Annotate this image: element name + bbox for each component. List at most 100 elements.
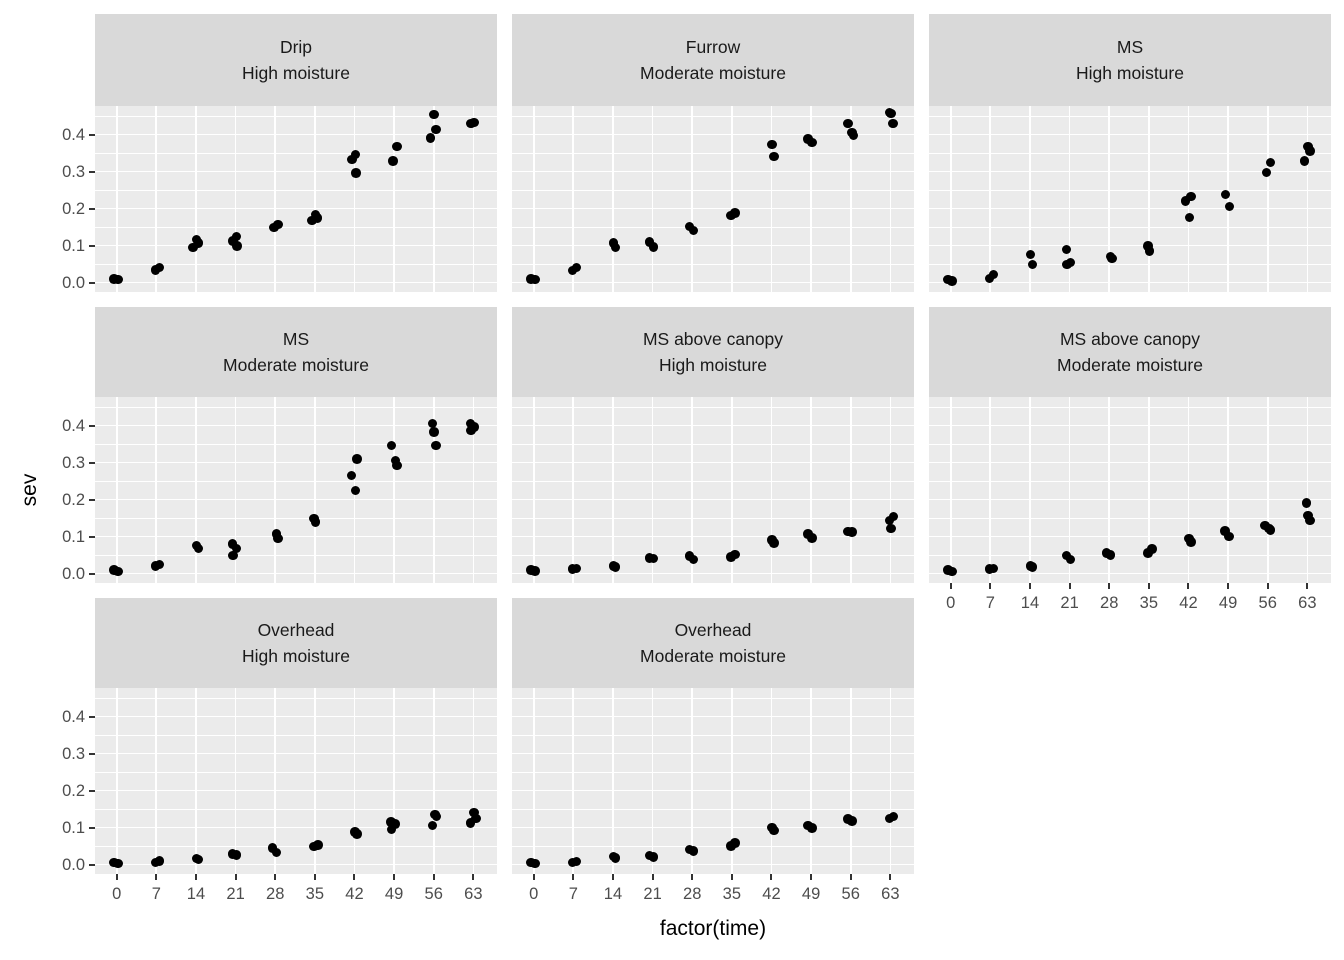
data-point (113, 274, 123, 285)
x-axis-tick-label: 63 (1298, 593, 1317, 612)
data-point (648, 852, 659, 862)
data-point (352, 454, 362, 464)
gridline-v (691, 397, 694, 583)
gridline-v (195, 106, 197, 292)
data-point (769, 825, 779, 836)
data-point (843, 118, 853, 129)
gridline-v (770, 106, 773, 292)
gridline-v (572, 106, 575, 292)
data-point (427, 418, 438, 429)
x-axis-tick (353, 873, 356, 880)
gridline-h (95, 152, 497, 154)
y-axis-tick (88, 715, 95, 718)
gridline-v (1306, 397, 1309, 583)
x-axis-tick-label: 35 (305, 884, 325, 903)
y-axis-tick (88, 170, 95, 173)
gridline-v (472, 688, 475, 874)
data-point (1061, 244, 1072, 255)
x-axis-tick-label: 56 (424, 884, 443, 903)
gridline-h (929, 281, 1331, 284)
facet-strip: MS Moderate moisture (95, 307, 497, 397)
data-point (726, 552, 736, 562)
data-point (1027, 562, 1038, 572)
x-axis-tick-label: 28 (266, 884, 285, 903)
gridline-v (115, 688, 118, 874)
gridline-v (1068, 106, 1071, 292)
gridline-v (432, 106, 435, 292)
facet-panel (512, 106, 914, 292)
data-point (309, 841, 319, 852)
gridline-h (95, 535, 497, 538)
data-point (1265, 157, 1276, 168)
gridline-v (532, 106, 535, 292)
y-axis-tick (88, 826, 95, 829)
gridline-h (512, 226, 914, 228)
data-point (1143, 548, 1153, 558)
gridline-v (432, 397, 435, 583)
data-point (390, 455, 401, 466)
data-point (1062, 259, 1072, 270)
y-axis-tick-label: 0.4 (62, 707, 85, 726)
gridline-h (512, 808, 914, 810)
gridline-v (472, 106, 475, 292)
gridline-h (95, 752, 497, 755)
gridline-v (612, 397, 614, 583)
data-point (193, 854, 204, 865)
y-axis-tick (88, 863, 95, 866)
gridline-v (731, 397, 733, 583)
y-axis-tick (88, 498, 95, 501)
x-axis-tick-label: 56 (841, 884, 860, 903)
data-point (847, 816, 857, 826)
gridline-h (929, 498, 1331, 501)
data-point (1105, 550, 1116, 560)
gridline-h (512, 281, 914, 284)
x-axis-tick-label: 0 (946, 593, 956, 612)
gridline-v (949, 397, 952, 583)
data-point (767, 139, 777, 150)
data-point (807, 823, 817, 833)
gridline-h (512, 734, 914, 736)
gridline-h (95, 263, 497, 265)
gridline-h (95, 863, 497, 866)
data-point (231, 850, 242, 860)
gridline-v (1227, 397, 1229, 583)
x-axis-tick (432, 873, 435, 880)
data-point (1261, 167, 1272, 178)
gridline-v (532, 688, 535, 874)
gridline-v (393, 397, 395, 583)
gridline-v (889, 106, 892, 292)
gridline-h (512, 845, 914, 847)
gridline-v (731, 106, 733, 292)
facet-strip: MS High moisture (929, 14, 1331, 106)
gridline-v (234, 688, 237, 874)
gridline-h (95, 572, 497, 575)
data-point (947, 276, 957, 286)
gridline-v (195, 688, 197, 874)
data-point (231, 543, 242, 554)
x-axis-tick-label: 0 (529, 884, 539, 903)
gridline-v (612, 106, 614, 292)
gridline-v (810, 106, 812, 292)
data-point (1301, 498, 1312, 508)
y-axis-tick (88, 789, 95, 792)
gridline-v (989, 397, 992, 583)
gridline-v (889, 397, 892, 583)
gridline-h (95, 226, 497, 228)
gridline-h (929, 170, 1331, 173)
facet-strip: Overhead Moderate moisture (512, 598, 914, 688)
y-axis-tick (88, 535, 95, 538)
data-point (884, 515, 895, 526)
gridline-h (95, 170, 497, 173)
x-axis-tick (651, 873, 654, 880)
gridline-h (95, 207, 497, 210)
x-axis-tick (770, 873, 773, 880)
gridline-h (929, 461, 1331, 464)
y-axis-tick-label: 0.3 (62, 162, 85, 181)
x-axis-tick (1306, 582, 1309, 589)
x-axis-tick-label: 7 (985, 593, 995, 612)
y-axis-tick (88, 572, 95, 575)
y-axis-tick (88, 752, 95, 755)
facet-strip-moisture-label: Moderate moisture (640, 646, 786, 666)
gridline-v (810, 688, 812, 874)
gridline-h (95, 189, 497, 191)
